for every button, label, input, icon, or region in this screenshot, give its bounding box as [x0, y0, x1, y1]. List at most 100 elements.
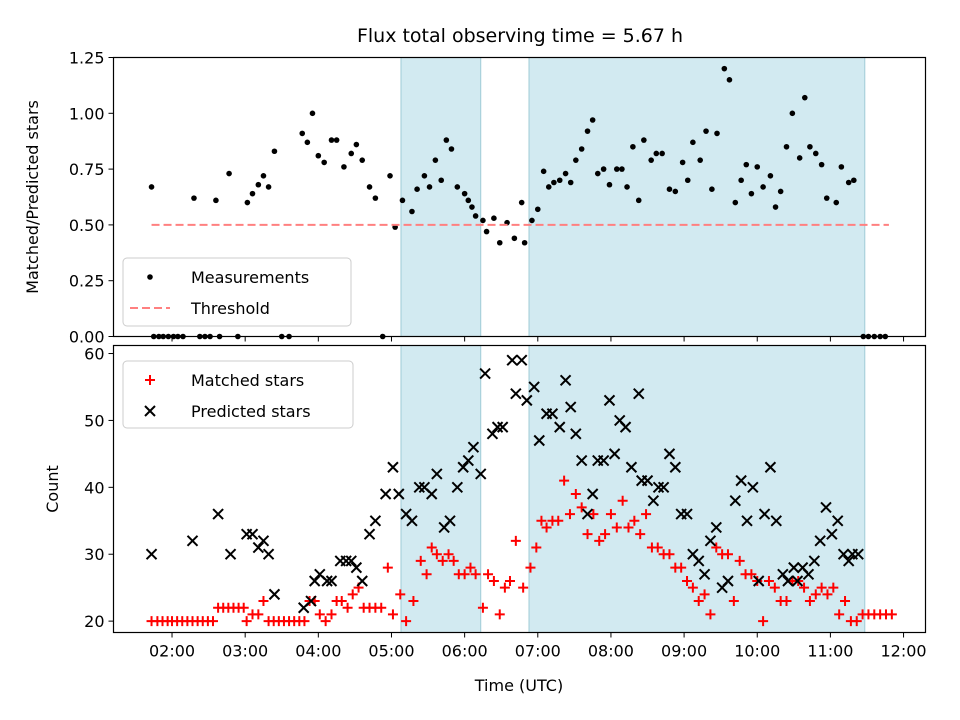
measurement-point [341, 164, 347, 170]
measurement-point [760, 184, 766, 190]
predicted-star-point [387, 461, 399, 473]
measurement-point [299, 130, 306, 137]
measurement-point [348, 150, 355, 157]
bottom-legend: Matched stars Predicted stars [122, 360, 354, 429]
predicted-star-point [479, 367, 491, 380]
legend-predicted-swatch [144, 405, 156, 417]
measurement-point [578, 146, 585, 152]
measurement-point [511, 235, 518, 242]
measurement-point [666, 186, 673, 192]
shaded-interval-2 [529, 57, 865, 337]
top-y-axis-label: Matched/Predicted stars [23, 100, 42, 294]
measurement-point [851, 177, 857, 184]
matched-star-point [536, 515, 547, 526]
predicted-star-point [764, 461, 777, 473]
measurement-point [540, 168, 547, 175]
predicted-star-point [832, 515, 844, 527]
measurement-point [244, 199, 251, 206]
predicted-star-point [457, 461, 469, 473]
matched-star-point [758, 616, 769, 627]
measurement-point [315, 152, 322, 159]
measurement-point [226, 170, 232, 177]
measurement-point [679, 159, 686, 166]
measurement-point [438, 177, 445, 184]
predicted-star-point [747, 481, 759, 494]
matched-star-point [559, 475, 570, 486]
predicted-star-point [554, 421, 566, 433]
matched-star-point [470, 569, 481, 580]
matched-star-point [431, 549, 442, 560]
matched-star-point [629, 515, 640, 526]
measurement-point [562, 170, 569, 177]
legend-matched-swatch [145, 375, 155, 385]
matched-star-point [499, 582, 510, 593]
predicted-star-point [710, 521, 722, 534]
predicted-star-point [657, 481, 670, 494]
matched-star-point [448, 555, 459, 566]
measurement-point [653, 150, 660, 157]
measurement-point [619, 166, 625, 172]
matched-star-point [840, 596, 851, 607]
legend-label: Measurements [191, 268, 309, 287]
top-legend: Measurements Threshold [122, 257, 352, 327]
measurement-point [690, 139, 696, 146]
x-tick-label: 12:00 [880, 642, 926, 661]
predicted-star-point [510, 387, 522, 400]
measurement-point [521, 239, 528, 246]
measurement-point [148, 184, 155, 190]
matched-star-point [477, 602, 488, 613]
matched-star-point [676, 562, 687, 573]
measurement-point [443, 137, 450, 143]
predicted-star-point [340, 555, 352, 567]
measurement-point [414, 186, 420, 192]
predicted-star-point [268, 588, 281, 601]
measurement-point [265, 184, 272, 190]
predicted-star-point [586, 488, 599, 500]
matched-star-point [594, 535, 605, 546]
legend-label: Matched stars [191, 371, 304, 390]
measurement-point [641, 137, 647, 143]
predicted-star-point [698, 568, 711, 581]
measurement-point [409, 208, 415, 215]
predicted-star-point [681, 508, 693, 520]
legend-measurement-swatch [147, 274, 153, 280]
measurement-point [845, 179, 852, 186]
matched-star-point [401, 616, 412, 627]
measurement-point [366, 184, 373, 190]
matched-star-point [641, 509, 652, 520]
top-panel: 0.00 0.25 0.50 0.75 1.00 1.25 Matched/Predict… [23, 49, 927, 347]
measurement-point [714, 130, 720, 137]
bottom-panel: 20 30 40 50 60 02:00 03:00 04:00 05:00 06:00 07:0… [43, 345, 927, 695]
predicted-star-point [559, 374, 572, 386]
measurement-point [648, 157, 654, 163]
matched-star-point [570, 489, 581, 500]
predicted-star-point [788, 561, 800, 574]
matched-star-point [682, 575, 693, 586]
measurement-point [807, 143, 813, 150]
bottom-x-ticks: 02:00 03:00 04:00 05:00 06:00 07:00 08:00 09:00… [149, 632, 927, 661]
y-tick-label: 0.75 [69, 160, 105, 179]
predicted-star-point [581, 508, 594, 520]
matched-star-point [541, 522, 552, 533]
measurement-point [709, 186, 715, 192]
measurement-point [833, 199, 840, 206]
y-tick-label: 1.25 [69, 49, 105, 68]
measurement-point [732, 199, 739, 206]
matched-star-point [886, 609, 897, 620]
matched-star-point [347, 589, 358, 600]
predicted-star-point [406, 515, 418, 527]
matched-star-point [314, 609, 325, 620]
measurement-point [496, 239, 503, 246]
x-tick-label: 02:00 [149, 642, 195, 661]
bottom-shaded-intervals [400, 345, 866, 633]
measurement-point [399, 197, 406, 204]
measurement-point [818, 161, 825, 168]
measurement-point [304, 139, 311, 146]
matched-star-point [483, 569, 494, 580]
matched-star-point [387, 609, 398, 620]
matched-star-point [693, 596, 704, 607]
predicted-star-point [641, 474, 654, 487]
measurement-point [421, 172, 428, 179]
predicted-star-point [325, 575, 338, 587]
